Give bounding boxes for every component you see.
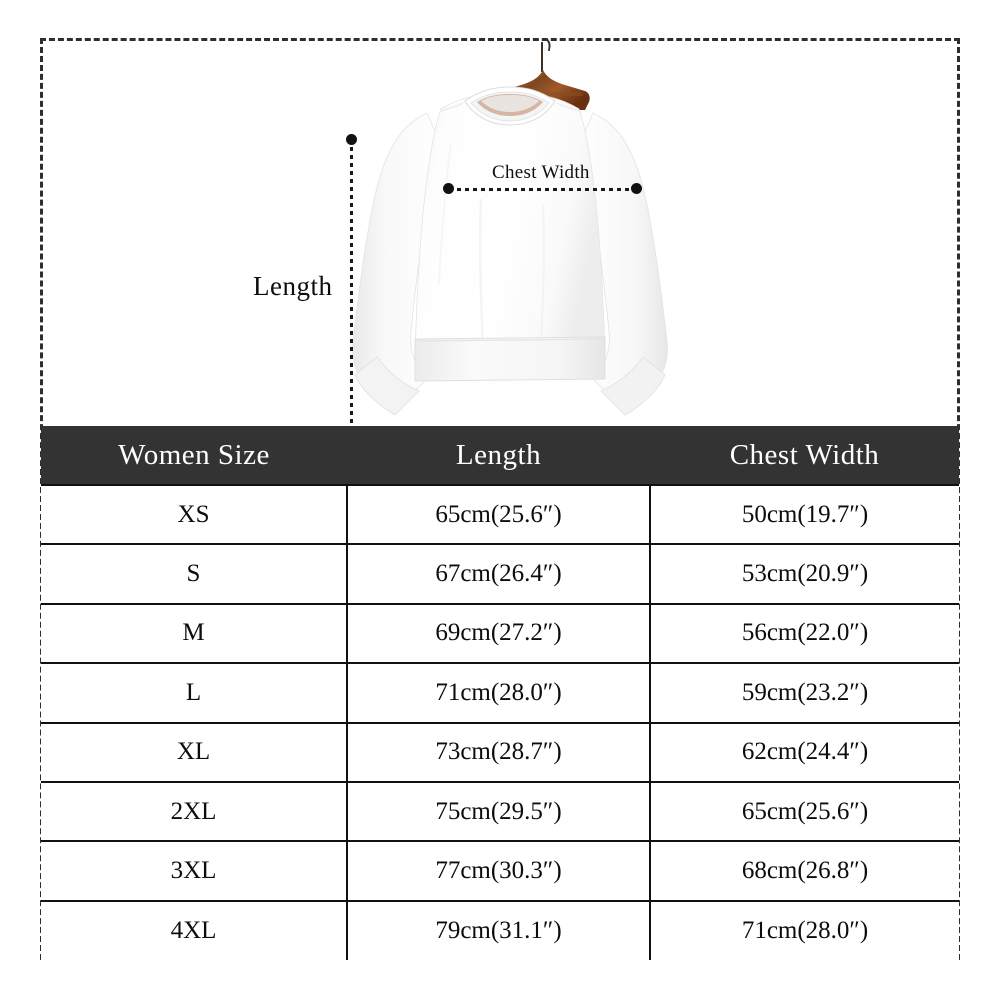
table-row: S 67cm(26.4″) 53cm(20.9″) [41, 543, 959, 605]
cell-length: 67cm(26.4″) [347, 543, 651, 605]
cell-chest: 71cm(28.0″) [650, 899, 959, 961]
length-guide-line [350, 139, 353, 426]
length-endpoint-top-dot [346, 134, 357, 145]
cell-chest: 53cm(20.9″) [650, 543, 959, 605]
table-row: XL 73cm(28.7″) 62cm(24.4″) [41, 721, 959, 783]
cell-length: 65cm(25.6″) [347, 483, 651, 546]
table-row: 3XL 77cm(30.3″) 68cm(26.8″) [41, 840, 959, 902]
cell-length: 75cm(29.5″) [347, 780, 651, 843]
size-table-header: Women Size Length Chest Width [41, 426, 959, 485]
cell-length: 71cm(28.0″) [347, 662, 651, 724]
cell-chest: 62cm(24.4″) [650, 721, 959, 783]
table-row: 2XL 75cm(29.5″) 65cm(25.6″) [41, 780, 959, 843]
cell-size: 3XL [41, 840, 348, 902]
table-header-row: Women Size Length Chest Width [41, 426, 959, 485]
table-row: XS 65cm(25.6″) 50cm(19.7″) [41, 483, 959, 546]
length-label: Length [253, 271, 333, 301]
cell-chest: 65cm(25.6″) [650, 780, 959, 843]
cell-size: M [41, 602, 348, 665]
column-header-size: Women Size [41, 426, 347, 485]
column-header-chest: Chest Width [650, 426, 959, 485]
cell-chest: 68cm(26.8″) [650, 840, 959, 902]
chest-width-guide-line [449, 188, 637, 191]
cell-length: 77cm(30.3″) [347, 840, 651, 902]
hanger-hook [541, 42, 543, 72]
sweatshirt-illustration [352, 86, 668, 416]
chest-endpoint-right-dot [631, 183, 642, 194]
size-table-body: XS 65cm(25.6″) 50cm(19.7″) S 67cm(26.4″)… [41, 483, 959, 961]
cell-size: XS [41, 483, 348, 546]
cell-size: L [41, 662, 348, 724]
chest-width-label: Chest Width [492, 162, 590, 183]
table-row: L 71cm(28.0″) 59cm(23.2″) [41, 662, 959, 724]
cell-size: 2XL [41, 780, 348, 843]
cell-length: 69cm(27.2″) [347, 602, 651, 665]
table-row: M 69cm(27.2″) 56cm(22.0″) [41, 602, 959, 665]
cell-size: S [41, 543, 348, 605]
cell-chest: 56cm(22.0″) [650, 602, 959, 665]
garment-illustration: Length Chest Width [41, 39, 959, 426]
cell-chest: 59cm(23.2″) [650, 662, 959, 724]
chest-endpoint-left-dot [443, 183, 454, 194]
cell-length: 79cm(31.1″) [347, 899, 651, 961]
cell-size: XL [41, 721, 348, 783]
cell-length: 73cm(28.7″) [347, 721, 651, 783]
table-row: 4XL 79cm(31.1″) 71cm(28.0″) [41, 899, 959, 961]
cell-chest: 50cm(19.7″) [650, 483, 959, 546]
size-table: Women Size Length Chest Width XS 65cm(25… [41, 426, 959, 961]
cell-size: 4XL [41, 899, 348, 961]
column-header-length: Length [347, 426, 650, 485]
